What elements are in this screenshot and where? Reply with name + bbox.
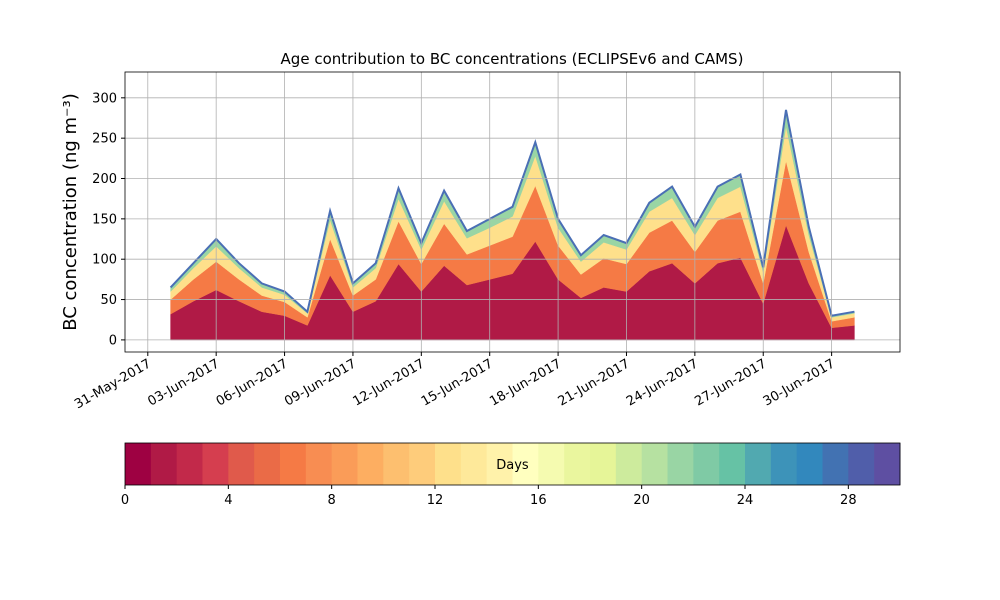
colorbar-cell <box>822 443 849 485</box>
colorbar-tick-label: 16 <box>530 493 547 508</box>
colorbar-cell <box>874 443 901 485</box>
colorbar-cell <box>590 443 617 485</box>
y-tick-label: 250 <box>92 132 117 147</box>
y-tick-label: 0 <box>109 333 117 348</box>
x-tick-label: 06-Jun-2017 <box>214 356 291 409</box>
colorbar-cell <box>150 443 178 485</box>
colorbar-cell <box>693 443 720 485</box>
colorbar-cell <box>745 443 772 485</box>
chart-title: Age contribution to BC concentrations (E… <box>281 50 744 68</box>
colorbar-tick-label: 28 <box>840 493 857 508</box>
colorbar-cell <box>280 443 307 485</box>
y-tick-label: 200 <box>92 172 117 187</box>
colorbar-cell <box>331 443 358 485</box>
x-tick-label: 27-Jun-2017 <box>692 356 769 409</box>
x-tick-label: 24-Jun-2017 <box>624 356 701 409</box>
y-axis-label: BC concentration (ng m⁻³) <box>60 93 81 331</box>
colorbar-cell <box>357 443 384 485</box>
colorbar-cell <box>512 443 539 485</box>
colorbar-tick-label: 12 <box>427 493 444 508</box>
y-tick-label: 50 <box>100 293 117 308</box>
x-tick-label: 12-Jun-2017 <box>351 356 428 409</box>
colorbar-tick-label: 4 <box>224 493 232 508</box>
colorbar-cell <box>667 443 694 485</box>
colorbar-cell <box>641 443 668 485</box>
colorbar-tick-label: 8 <box>328 493 336 508</box>
colorbar-frame <box>124 442 901 486</box>
colorbar-cell <box>564 443 591 485</box>
colorbar-cell <box>719 443 746 485</box>
colorbar-cell <box>125 443 152 485</box>
colorbar-cell <box>770 443 798 485</box>
y-tick-label: 150 <box>92 212 117 227</box>
colorbar-cell <box>486 443 513 485</box>
colorbar-label: Days <box>496 458 529 473</box>
colorbar-cell <box>409 443 436 485</box>
x-tick-label: 21-Jun-2017 <box>556 356 633 409</box>
colorbar-cell <box>176 443 203 485</box>
x-tick-label: 31-May-2017 <box>72 356 154 412</box>
colorbar-cell <box>383 443 410 485</box>
colorbar-tick-label: 0 <box>121 493 129 508</box>
colorbar-cell <box>848 443 875 485</box>
colorbar-cell <box>435 443 462 485</box>
colorbar-cell <box>202 443 229 485</box>
y-tick-label: 300 <box>92 91 117 106</box>
x-tick-label: 03-Jun-2017 <box>145 356 222 409</box>
colorbar-cell <box>796 443 823 485</box>
colorbar-cell <box>460 443 488 485</box>
y-tick-label: 100 <box>92 253 117 268</box>
x-tick-label: 09-Jun-2017 <box>282 356 359 409</box>
colorbar-cell <box>538 443 565 485</box>
colorbar-tick-label: 24 <box>737 493 754 508</box>
x-tick-label: 18-Jun-2017 <box>487 356 564 409</box>
colorbar-cell <box>615 443 643 485</box>
colorbar-cell <box>305 443 333 485</box>
colorbar-tick-label: 20 <box>633 493 650 508</box>
x-tick-label: 30-Jun-2017 <box>761 356 838 409</box>
colorbar-cell <box>254 443 281 485</box>
x-tick-label: 15-Jun-2017 <box>419 356 496 409</box>
colorbar-cell <box>228 443 255 485</box>
plot-frame <box>124 71 901 353</box>
